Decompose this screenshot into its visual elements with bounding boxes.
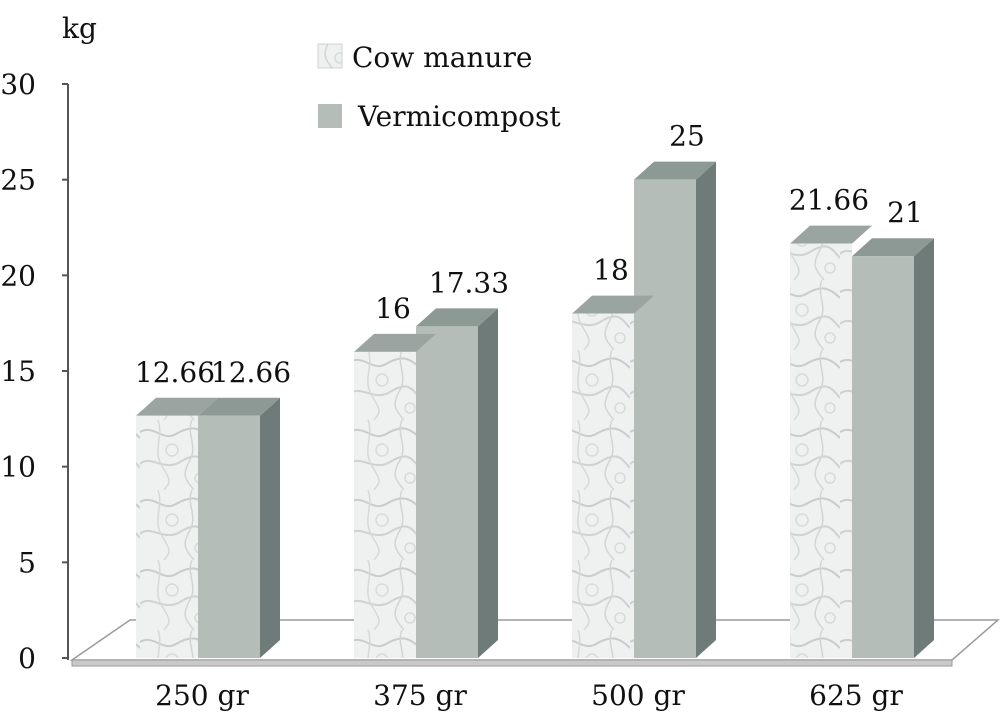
legend-swatch-vermicompost — [318, 104, 342, 128]
data-label-cow-manure: 16 — [375, 292, 411, 325]
bar-vermicompost-top — [198, 397, 280, 416]
y-tick-label: 10 — [0, 451, 36, 484]
y-tick-label: 5 — [18, 546, 36, 579]
bar-vermicompost-side — [478, 308, 498, 658]
y-axis-ticks: 0 5 10 15 20 25 30 — [0, 68, 68, 675]
y-tick-label: 20 — [0, 259, 36, 292]
bar-vermicompost — [852, 256, 914, 658]
data-label-cow-manure: 12.66 — [135, 356, 215, 389]
bar-vermicompost — [198, 415, 260, 658]
bar-vermicompost-top — [852, 238, 934, 257]
data-label-vermicompost: 12.66 — [211, 356, 291, 389]
data-label-vermicompost: 17.33 — [429, 266, 509, 299]
bar-vermicompost-top — [634, 161, 716, 180]
x-tick-label: 625 gr — [809, 679, 903, 712]
legend-label-vermicompost: Vermicompost — [357, 100, 561, 133]
bar-cow-manure — [572, 313, 634, 658]
bar-cow-manure-top — [136, 397, 218, 416]
floor-edge — [71, 659, 953, 667]
bar-vermicompost-side — [914, 238, 934, 658]
bar-cow-manure — [354, 351, 416, 658]
bar-vermicompost-top — [416, 308, 498, 327]
x-axis-labels: 250 gr 375 gr 500 gr 625 gr — [155, 679, 903, 712]
y-tick-label: 30 — [0, 68, 36, 101]
x-tick-label: 500 gr — [591, 679, 685, 712]
y-tick-label: 25 — [0, 164, 36, 197]
bar-cow-manure-top — [572, 295, 654, 314]
data-label-cow-manure: 18 — [593, 254, 629, 287]
legend: Cow manure Vermicompost — [317, 41, 561, 133]
bar-cow-manure — [790, 243, 852, 658]
data-label-vermicompost: 21 — [887, 196, 923, 229]
bar-cow-manure-top — [790, 225, 872, 244]
bar-vermicompost-side — [260, 397, 280, 658]
data-label-cow-manure: 21.66 — [789, 184, 869, 217]
chart-floor — [69, 619, 1000, 667]
x-tick-label: 375 gr — [373, 679, 467, 712]
bar-cow-manure — [136, 415, 198, 658]
y-tick-label: 15 — [0, 355, 36, 388]
bar-vermicompost-side — [696, 161, 716, 658]
y-tick-label: 0 — [18, 642, 36, 675]
legend-swatch-cow-manure — [317, 43, 343, 69]
bars — [136, 161, 934, 658]
bar-vermicompost — [634, 179, 696, 658]
legend-label-cow-manure: Cow manure — [352, 41, 532, 74]
bar-vermicompost — [416, 326, 478, 658]
x-tick-label: 250 gr — [155, 679, 249, 712]
bar-cow-manure-top — [354, 333, 436, 352]
y-unit-label: kg — [62, 12, 97, 45]
data-label-vermicompost: 25 — [669, 120, 705, 153]
